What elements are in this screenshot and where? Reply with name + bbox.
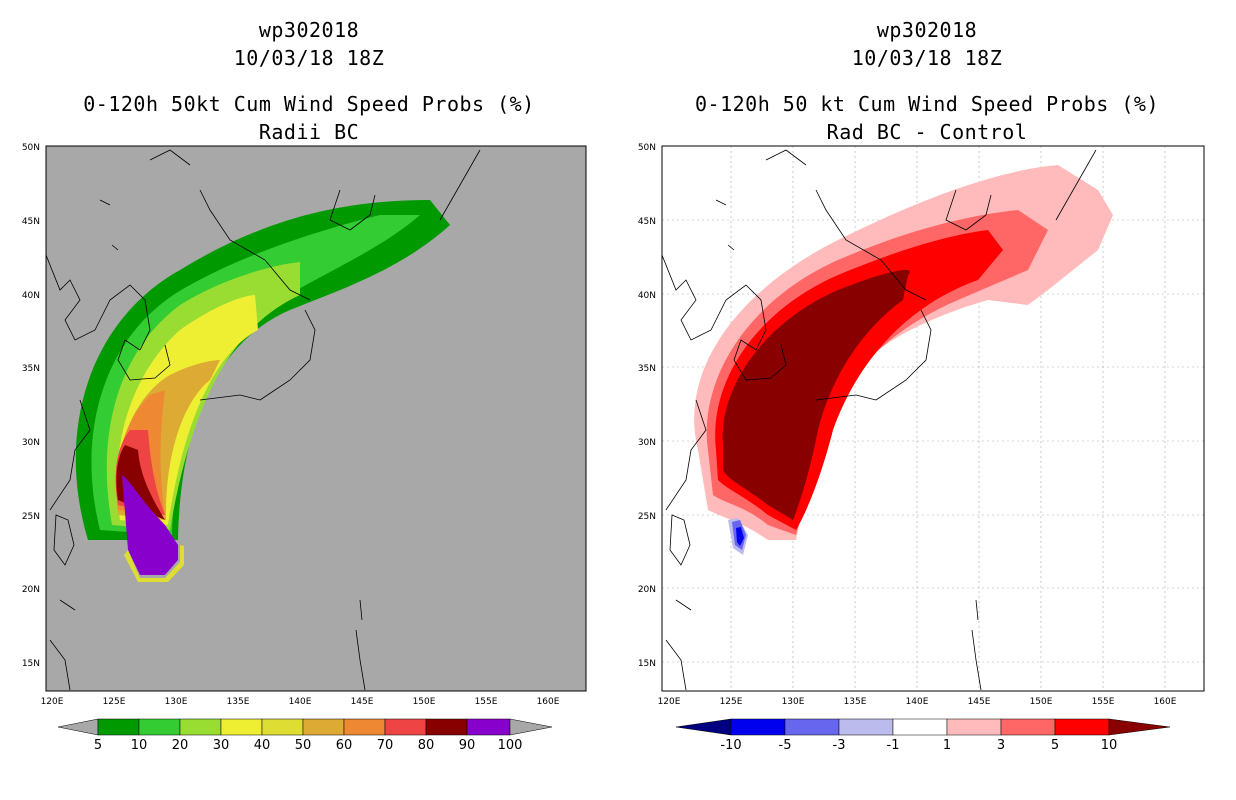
svg-text:125E: 125E	[103, 697, 126, 707]
svg-text:100: 100	[498, 738, 523, 753]
right-map-svg: 50N 45N 40N 35N 30N 25N 20N 15N 120E 125…	[638, 143, 1205, 753]
svg-text:40: 40	[254, 738, 271, 753]
svg-text:15N: 15N	[22, 659, 40, 669]
left-lat-labels: 50N 45N 40N 35N 30N 25N 20N 15N	[22, 143, 40, 669]
svg-text:15N: 15N	[638, 659, 656, 669]
svg-text:10: 10	[131, 738, 148, 753]
right-map-border	[661, 145, 1205, 692]
svg-text:135E: 135E	[227, 697, 250, 707]
svg-text:-10: -10	[720, 738, 741, 753]
svg-text:5: 5	[1051, 738, 1059, 753]
svg-text:-5: -5	[779, 738, 792, 753]
svg-text:60: 60	[336, 738, 353, 753]
svg-text:3: 3	[997, 738, 1005, 753]
svg-text:5: 5	[94, 738, 102, 753]
svg-text:145E: 145E	[968, 697, 991, 707]
left-probability-swath	[75, 200, 451, 582]
svg-text:160E: 160E	[1154, 697, 1177, 707]
svg-text:30N: 30N	[22, 438, 40, 448]
svg-text:45N: 45N	[22, 217, 40, 227]
right-coastlines	[662, 149, 1097, 691]
svg-text:25N: 25N	[638, 512, 656, 522]
svg-text:35N: 35N	[638, 364, 656, 374]
svg-text:125E: 125E	[720, 697, 743, 707]
right-colorbar: -10 -5 -3 -1 1 3 5 10	[675, 718, 1171, 753]
svg-text:145E: 145E	[351, 697, 374, 707]
svg-text:50N: 50N	[22, 143, 40, 153]
svg-text:90: 90	[459, 738, 476, 753]
svg-text:150E: 150E	[413, 697, 436, 707]
svg-text:80: 80	[418, 738, 435, 753]
svg-text:120E: 120E	[41, 697, 64, 707]
svg-text:-1: -1	[887, 738, 900, 753]
svg-text:35N: 35N	[22, 364, 40, 374]
right-lat-labels: 50N 45N 40N 35N 30N 25N 20N 15N	[638, 143, 656, 669]
left-map-border	[45, 145, 587, 692]
left-storm-id: wp302018	[258, 18, 360, 42]
svg-text:20N: 20N	[638, 585, 656, 595]
svg-text:10: 10	[1101, 738, 1118, 753]
svg-text:135E: 135E	[844, 697, 867, 707]
right-difference-swath	[694, 165, 1113, 555]
left-subtitle: Radii BC	[258, 120, 360, 144]
svg-text:70: 70	[377, 738, 394, 753]
svg-text:20: 20	[172, 738, 189, 753]
right-subtitle: Rad BC - Control	[826, 120, 1028, 144]
svg-text:130E: 130E	[165, 697, 188, 707]
left-map-svg: 50N 45N 40N 35N 30N 25N 20N 15N 120E 125…	[22, 143, 587, 753]
svg-text:155E: 155E	[1092, 697, 1115, 707]
right-product-title: 0-120h 50 kt Cum Wind Speed Probs (%)	[694, 92, 1160, 116]
svg-text:45N: 45N	[638, 217, 656, 227]
left-map-panel: wp302018 10/03/18 18Z 0-120h 50kt Cum Wi…	[22, 18, 587, 753]
right-map-panel: wp302018 10/03/18 18Z 0-120h 50 kt Cum W…	[618, 0, 1236, 800]
svg-text:160E: 160E	[537, 697, 560, 707]
svg-text:150E: 150E	[1030, 697, 1053, 707]
left-lon-labels: 120E 125E 130E 135E 140E 145E 150E 155E …	[41, 697, 560, 707]
svg-text:25N: 25N	[22, 512, 40, 522]
right-lon-labels: 120E 125E 130E 135E 140E 145E 150E 155E …	[658, 697, 1177, 707]
left-date: 10/03/18 18Z	[233, 46, 385, 70]
left-product-title: 0-120h 50kt Cum Wind Speed Probs (%)	[83, 92, 535, 116]
svg-text:155E: 155E	[475, 697, 498, 707]
svg-text:140E: 140E	[289, 697, 312, 707]
svg-text:40N: 40N	[638, 291, 656, 301]
right-date: 10/03/18 18Z	[851, 46, 1003, 70]
left-colorbar: 5 10 20 30 40 50 60 70 80 90 100	[57, 718, 553, 753]
svg-text:140E: 140E	[906, 697, 929, 707]
svg-text:-3: -3	[833, 738, 846, 753]
svg-text:50: 50	[295, 738, 312, 753]
left-coastlines	[46, 149, 481, 691]
right-storm-id: wp302018	[876, 18, 978, 42]
svg-text:120E: 120E	[658, 697, 681, 707]
svg-text:1: 1	[943, 738, 951, 753]
svg-text:50N: 50N	[638, 143, 656, 153]
svg-text:40N: 40N	[22, 291, 40, 301]
svg-text:30N: 30N	[638, 438, 656, 448]
svg-text:30: 30	[213, 738, 230, 753]
svg-text:20N: 20N	[22, 585, 40, 595]
svg-text:130E: 130E	[782, 697, 805, 707]
